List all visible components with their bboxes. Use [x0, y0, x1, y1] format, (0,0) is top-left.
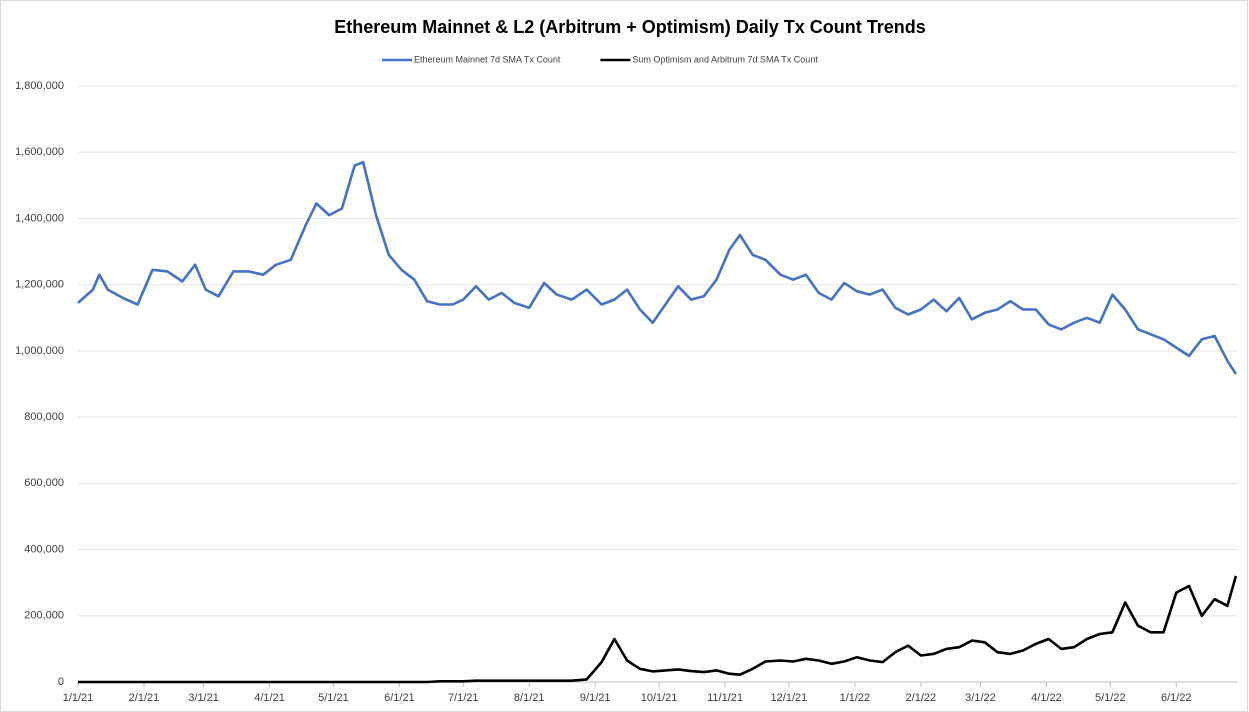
x-tick-label: 5/1/22 [1095, 692, 1126, 704]
y-tick-label: 600,000 [24, 477, 64, 489]
y-tick-label: 0 [58, 676, 64, 688]
y-tick-label: 400,000 [24, 543, 64, 555]
x-tick-label: 1/1/21 [63, 692, 94, 704]
x-tick-label: 8/1/21 [514, 692, 545, 704]
x-tick-label: 2/1/21 [129, 692, 160, 704]
y-tick-label: 800,000 [24, 411, 64, 423]
y-tick-label: 1,200,000 [15, 279, 64, 291]
x-tick-label: 10/1/21 [641, 692, 678, 704]
x-tick-label: 9/1/21 [580, 692, 611, 704]
chart-title: Ethereum Mainnet & L2 (Arbitrum + Optimi… [334, 17, 926, 37]
x-tick-label: 6/1/21 [384, 692, 415, 704]
series-line [78, 575, 1238, 684]
x-tick-label: 6/1/22 [1161, 692, 1192, 704]
x-tick-label: 12/1/21 [771, 692, 808, 704]
y-tick-label: 1,800,000 [15, 80, 64, 92]
legend-label: Sum Optimism and Arbitrum 7d SMA Tx Coun… [632, 54, 818, 64]
y-tick-label: 1,400,000 [15, 212, 64, 224]
series-line [77, 160, 1237, 375]
x-tick-label: 3/1/21 [188, 692, 219, 704]
x-tick-label: 1/1/22 [840, 692, 871, 704]
x-tick-label: 11/1/21 [707, 692, 743, 704]
y-tick-label: 1,600,000 [15, 146, 64, 158]
legend-label: Ethereum Mainnet 7d SMA Tx Count [414, 54, 561, 64]
x-tick-label: 7/1/21 [448, 692, 479, 704]
x-tick-label: 5/1/21 [318, 692, 349, 704]
x-tick-label: 4/1/21 [254, 692, 285, 704]
x-tick-label: 3/1/22 [965, 692, 996, 704]
y-tick-label: 200,000 [24, 610, 64, 622]
x-tick-label: 2/1/22 [906, 692, 937, 704]
y-tick-label: 1,000,000 [15, 345, 64, 357]
x-tick-label: 4/1/22 [1031, 692, 1062, 704]
